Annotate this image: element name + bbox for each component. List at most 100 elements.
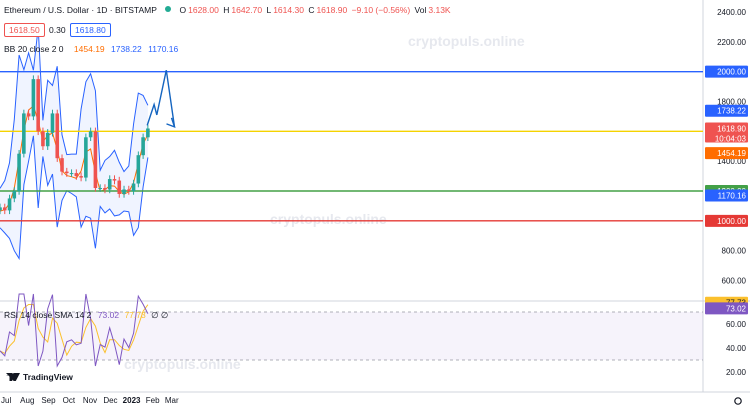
price-level-tag-2000.00-bg	[705, 65, 748, 78]
rsi-axis-tick: 20.00	[726, 368, 747, 377]
candle-body	[26, 113, 31, 117]
candle-body	[107, 179, 112, 190]
price-axis-tick: 1400.00	[717, 157, 746, 166]
change-value: −9.10 (−0.56%)	[351, 5, 411, 15]
candle-body	[2, 207, 7, 211]
price-axis-tick: 1800.00	[717, 97, 746, 106]
price-tag-1618.90-bg	[705, 122, 748, 143]
candle-body	[55, 113, 60, 159]
bb-basis-value: 1454.19	[73, 44, 105, 54]
candle-body	[7, 198, 12, 211]
market-open-dot-icon	[165, 6, 172, 12]
time-axis-tick: Mar	[165, 396, 179, 405]
candle-body	[50, 113, 55, 133]
rsi-na-icons: ∅ ∅	[151, 310, 169, 320]
candle-body	[79, 176, 83, 178]
price-tag-1454.19-bg	[705, 147, 748, 160]
time-axis-tick: Oct	[63, 396, 76, 405]
spread-value: 0.30	[49, 25, 66, 35]
bb-lower-value: 1170.16	[148, 44, 179, 54]
time-axis-tick: Nov	[83, 396, 97, 405]
candle-body	[22, 113, 26, 154]
candle-body	[0, 207, 2, 211]
candle-body	[122, 189, 126, 194]
price-axis-tick: 2400.00	[717, 8, 746, 17]
rsi-tag-73.02-bg	[705, 302, 748, 315]
rsi-sma-line	[0, 304, 149, 357]
candle-body	[146, 128, 150, 138]
projection-arrowhead-icon	[166, 117, 176, 129]
price-tag-1738.22: 1738.22	[717, 107, 746, 116]
price-axis-tick: 800.00	[722, 247, 747, 256]
price-tag-1454.19: 1454.19	[717, 149, 746, 158]
candle-body	[60, 158, 64, 172]
rsi-line	[0, 293, 149, 368]
chart-header: Ethereum / U.S. Dollar · 1D · BITSTAMP O…	[4, 5, 453, 15]
candle-body	[141, 137, 145, 156]
rsi-tag-73.02: 73.02	[726, 304, 747, 313]
time-axis-tick: Dec	[103, 396, 117, 405]
time-axis-tick: Jul	[1, 396, 11, 405]
price-level-tag-2000.00: 2000.00	[717, 68, 746, 77]
high-value: 1642.70	[231, 5, 263, 15]
rsi-sma-value: 77.73	[124, 310, 146, 320]
bb-upper-value: 1738.22	[111, 44, 142, 54]
price-level-tag-1000.00: 1000.00	[717, 217, 746, 226]
rsi-value: 73.02	[97, 310, 120, 320]
tradingview-brand: TradingView	[23, 372, 73, 382]
bb-legend[interactable]: BB 20 close 2 0 1454.19 1738.22 1170.16	[4, 44, 178, 54]
watermark-text: cryptopuls.online	[270, 211, 387, 227]
price-axis-tick: 600.00	[722, 276, 747, 285]
projection-path	[146, 70, 176, 128]
price-tag-1170.16-bg	[705, 189, 748, 202]
candle-body	[41, 131, 45, 147]
bb-upper-line	[0, 27, 149, 189]
candle-body	[45, 132, 50, 147]
settings-gear-icon[interactable]	[734, 397, 742, 405]
tradingview-logo[interactable]: TradingView	[6, 372, 73, 382]
candle-body	[31, 79, 36, 117]
price-tag-1738.22-bg	[705, 104, 748, 117]
low-value: 1614.30	[273, 5, 304, 15]
candle-body	[98, 188, 102, 190]
bb-legend-name: BB 20 close 2 0	[4, 44, 64, 54]
candle-body	[84, 137, 88, 178]
sell-button[interactable]: 1618.50	[4, 23, 45, 37]
candle-body	[93, 131, 98, 189]
bb-lower-line	[0, 135, 149, 261]
time-axis-tick: 2023	[123, 396, 141, 405]
ohlc-values: O 1628.00 H 1642.70 L 1614.30 C 1618.90 −9.1…	[179, 5, 451, 15]
candle-body	[136, 155, 141, 184]
candle-body	[117, 180, 122, 194]
candle-body	[74, 173, 79, 177]
candle-body	[112, 179, 117, 181]
price-tag-1170.16: 1170.16	[718, 191, 747, 200]
rsi-legend-name: RSI 14 close SMA 14 2	[4, 310, 92, 320]
rsi-axis-tick: 40.00	[726, 344, 747, 353]
candle-body	[127, 189, 131, 191]
open-value: 1628.00	[188, 5, 219, 15]
price-axis-tick: 2200.00	[717, 38, 746, 47]
time-axis-tick: Sep	[41, 396, 56, 405]
watermark-text: cryptopuls.online	[408, 33, 525, 49]
candle-body	[36, 79, 40, 132]
time-axis-tick: Aug	[20, 396, 34, 405]
close-value: 1618.90	[316, 5, 348, 15]
candle-body	[17, 153, 21, 191]
candle-body	[131, 183, 136, 191]
price-level-tag-1000.00-bg	[705, 214, 748, 227]
candle-body	[64, 171, 69, 174]
candle-body	[69, 173, 74, 175]
rsi-band-fill	[0, 312, 703, 360]
symbol-title[interactable]: Ethereum / U.S. Dollar · 1D · BITSTAMP	[4, 5, 157, 15]
rsi-legend[interactable]: RSI 14 close SMA 14 2 73.02 77.73 ∅ ∅	[4, 310, 168, 321]
volume-value: 3.13K	[428, 5, 451, 15]
rsi-axis-tick: 60.00	[726, 320, 747, 329]
candle-body	[12, 190, 17, 199]
price-tag-1618.90-countdown: 10:04:03	[715, 135, 747, 144]
time-axis-tick: Feb	[146, 396, 160, 405]
candle-body	[88, 131, 93, 138]
price-tag-1618.90: 1618.90	[717, 125, 746, 134]
buy-button[interactable]: 1618.80	[70, 23, 111, 37]
